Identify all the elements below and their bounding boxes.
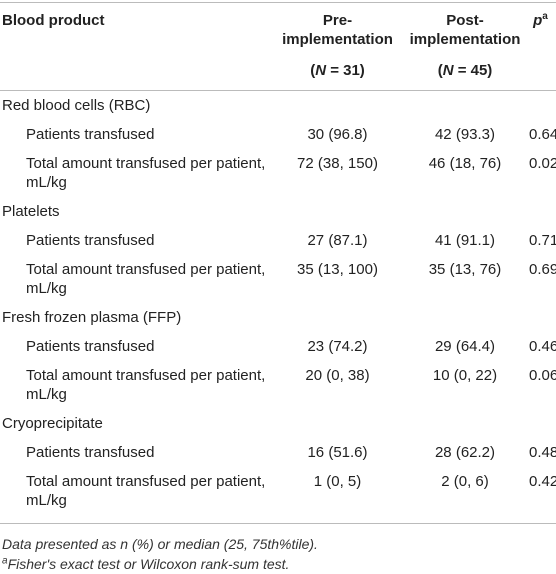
row-label: Patients transfused [26, 232, 155, 249]
data-row: Total amount transfused per patient, mL/… [0, 255, 556, 303]
header-p: pa [525, 3, 556, 91]
data-row: Total amount transfused per patient, mL/… [0, 467, 556, 515]
header-pre-title: Pre-implementation [282, 12, 393, 48]
header-product: Blood product [2, 12, 105, 29]
footnotes: Data presented as n (%) or median (25, 7… [0, 523, 556, 574]
header-post-title: Post-implementation [409, 12, 521, 48]
data-row: Patients transfused 30 (96.8) 42 (93.3) 0.6… [0, 120, 556, 149]
group-label: Cryoprecipitate [2, 415, 103, 432]
p-symbol: p [533, 12, 543, 29]
p-value: 0.71 [529, 232, 556, 249]
group-row: Red blood cells (RBC) [0, 91, 556, 121]
post-value: 29 (64.4) [434, 338, 496, 355]
data-row: Total amount transfused per patient, mL/… [0, 361, 556, 409]
p-sup: a [542, 11, 548, 22]
p-value: 0.46 [529, 338, 556, 355]
pre-value: 72 (38, 150) [297, 155, 378, 172]
pre-value: 20 (0, 38) [305, 367, 370, 384]
data-row: Patients transfused 27 (87.1) 41 (91.1) 0.7… [0, 226, 556, 255]
header-row: Blood product Pre-implementation (N = 31)… [0, 3, 556, 91]
table-body: Red blood cells (RBC) Patients transfused… [0, 91, 556, 516]
post-value: 10 (0, 22) [432, 367, 498, 384]
paren: ( [437, 62, 443, 79]
row-label: Patients transfused [26, 338, 155, 355]
p-value: 0.64 [529, 126, 556, 143]
header-pre: Pre-implementation (N = 31) [270, 3, 405, 91]
n-var: N [442, 62, 454, 79]
table-header: Blood product Pre-implementation (N = 31)… [0, 3, 556, 91]
row-label: Total amount transfused per patient, mL/… [26, 473, 266, 509]
row-label: Patients transfused [26, 444, 155, 461]
group-row: Fresh frozen plasma (FFP) [0, 303, 556, 332]
row-label: Total amount transfused per patient, mL/… [26, 261, 266, 297]
pre-value: 27 (87.1) [307, 232, 368, 249]
group-row: Platelets [0, 197, 556, 226]
data-row: Patients transfused 23 (74.2) 29 (64.4) 0.4… [0, 332, 556, 361]
data-table: Blood product Pre-implementation (N = 31)… [0, 2, 556, 515]
pre-value: 1 (0, 5) [313, 473, 362, 490]
post-value: 35 (13, 76) [428, 261, 502, 278]
footnote-a: aFisher's exact test or Wilcoxon rank-su… [2, 554, 554, 574]
row-label: Total amount transfused per patient, mL/… [26, 367, 266, 403]
group-label: Platelets [2, 203, 60, 220]
footnote-note: Data presented as n (%) or median (25, 7… [2, 536, 318, 552]
p-value: 0.02 [529, 155, 556, 172]
header-pre-n: (N = 31) [274, 61, 401, 80]
footnote-text: Fisher's exact test or Wilcoxon rank-sum… [7, 556, 290, 572]
data-row: Patients transfused 16 (51.6) 28 (62.2) 0.4… [0, 438, 556, 467]
n-var: N [315, 62, 327, 79]
post-value: 42 (93.3) [434, 126, 496, 143]
row-label: Patients transfused [26, 126, 155, 143]
p-value: 0.48 [529, 444, 556, 461]
pre-value: 35 (13, 100) [297, 261, 378, 278]
post-value: 46 (18, 76) [428, 155, 502, 172]
header-post: Post-implementation (N = 45) [405, 3, 525, 91]
post-value: 28 (62.2) [434, 444, 496, 461]
group-row: Cryoprecipitate [0, 409, 556, 438]
n-value: = 45) [453, 62, 493, 79]
paren: ( [310, 62, 316, 79]
p-value: 0.42 [529, 473, 556, 490]
group-label: Fresh frozen plasma (FFP) [2, 309, 182, 326]
p-value: 0.69 [529, 261, 556, 278]
data-row: Total amount transfused per patient, mL/… [0, 149, 556, 197]
pre-value: 16 (51.6) [307, 444, 368, 461]
post-value: 41 (91.1) [434, 232, 496, 249]
pre-value: 23 (74.2) [307, 338, 368, 355]
pre-value: 30 (96.8) [307, 126, 368, 143]
post-value: 2 (0, 6) [441, 473, 489, 490]
group-label: Red blood cells (RBC) [2, 97, 151, 114]
p-value: 0.06 [529, 367, 556, 384]
header-post-n: (N = 45) [409, 61, 521, 80]
row-label: Total amount transfused per patient, mL/… [26, 155, 266, 191]
n-value: = 31) [326, 62, 365, 79]
